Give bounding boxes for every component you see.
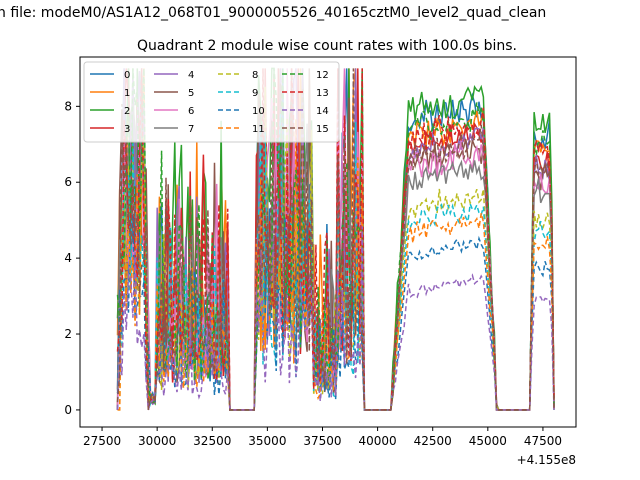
series-layer [116, 67, 555, 411]
legend-label-3: 3 [124, 124, 130, 135]
y-tick-label: 2 [64, 327, 72, 341]
x-tick-label: 27500 [83, 434, 121, 448]
legend-label-8: 8 [252, 70, 258, 81]
x-tick-label: 47500 [524, 434, 562, 448]
legend-frame [83, 61, 340, 143]
series-line-10 [116, 196, 555, 411]
legend-label-14: 14 [316, 106, 329, 117]
x-tick-label: 30000 [138, 434, 176, 448]
x-tick-label: 35000 [248, 434, 286, 448]
legend-label-11: 11 [252, 124, 265, 135]
x-tick-label: 37500 [303, 434, 341, 448]
y-axis: 0 2 4 6 8 [64, 99, 80, 417]
figure-suptitle: n file: modeM0/AS1A12_068T01_9000005526_… [0, 5, 546, 21]
x-tick-label: 42500 [414, 434, 452, 448]
x-tick-label: 32500 [193, 434, 231, 448]
legend-label-5: 5 [188, 88, 194, 99]
legend-label-2: 2 [124, 106, 130, 117]
legend-label-10: 10 [252, 106, 265, 117]
legend-label-15: 15 [316, 124, 329, 135]
x-tick-label: 45000 [469, 434, 507, 448]
legend-label-4: 4 [188, 70, 194, 81]
y-tick-label: 4 [64, 251, 72, 265]
x-offset-label: +4.155e8 [517, 453, 576, 467]
plot-area-frame [79, 56, 577, 428]
x-axis: 27500 30000 32500 35000 37500 40000 42500 45000… [83, 427, 562, 448]
legend-label-1: 1 [124, 88, 130, 99]
y-tick-label: 0 [64, 403, 72, 417]
x-tick-label: 40000 [359, 434, 397, 448]
legend-label-6: 6 [188, 106, 194, 117]
legend-label-7: 7 [188, 124, 194, 135]
legend-label-0: 0 [124, 70, 130, 81]
chart-title: Quadrant 2 module wise count rates with … [137, 38, 517, 54]
series-line-8 [117, 86, 555, 411]
y-tick-label: 6 [64, 175, 72, 189]
y-tick-label: 8 [64, 99, 72, 113]
series-line-14 [116, 226, 555, 411]
series-line-12 [116, 68, 555, 411]
legend-label-12: 12 [316, 70, 329, 81]
series-line-15 [116, 68, 555, 411]
legend-label-13: 13 [316, 88, 329, 99]
legend-label-9: 9 [252, 88, 258, 99]
